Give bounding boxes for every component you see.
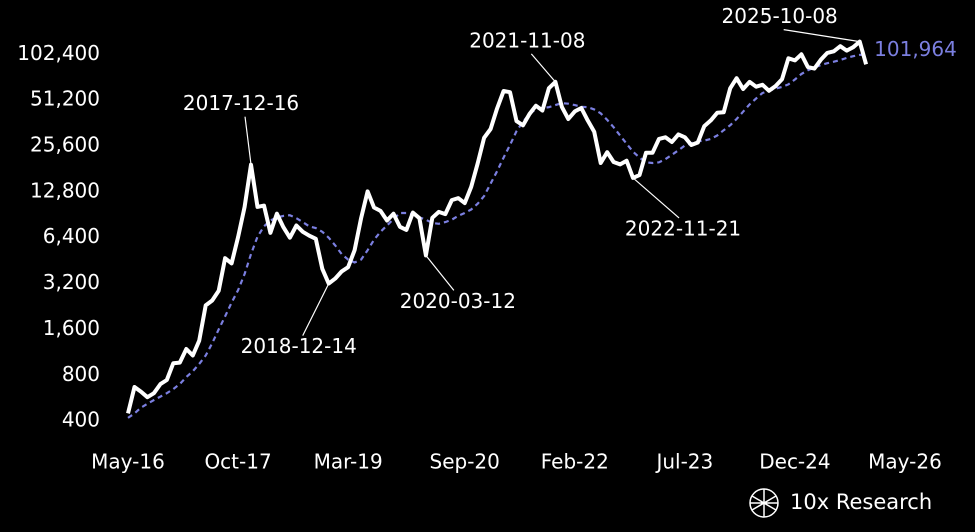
- value-label: 101,964: [874, 37, 957, 61]
- annotation-leader: [425, 255, 455, 291]
- annotation: 2018-12-14: [241, 334, 357, 358]
- x-tick-label: Sep-20: [430, 450, 500, 474]
- x-tick-label: Feb-22: [541, 450, 609, 474]
- annotation: 2022-11-21: [625, 216, 741, 240]
- y-tick-label: 51,200: [30, 87, 100, 111]
- annotation: 2025-10-08: [722, 4, 838, 28]
- annotation-leader: [783, 29, 860, 43]
- annotation: 2021-11-08: [469, 28, 585, 52]
- y-tick-label: 800: [62, 362, 100, 386]
- x-tick-label: Mar-19: [314, 450, 383, 474]
- brand: 10x Research: [790, 490, 932, 514]
- annotation-leader: [632, 177, 680, 219]
- annotation: 2017-12-16: [183, 91, 299, 115]
- y-tick-label: 102,400: [17, 41, 100, 65]
- x-tick-label: Oct-17: [204, 450, 271, 474]
- annotation-leader: [530, 53, 556, 83]
- annotation-leader: [302, 283, 330, 336]
- y-tick-label: 3,200: [43, 270, 100, 294]
- y-tick-label: 400: [62, 408, 100, 432]
- x-tick-label: May-16: [91, 450, 165, 474]
- x-tick-label: Dec-24: [759, 450, 830, 474]
- x-tick-label: Jul-23: [654, 450, 713, 474]
- y-tick-label: 25,600: [30, 133, 100, 157]
- y-tick-label: 12,800: [30, 178, 100, 202]
- y-tick-label: 6,400: [43, 224, 100, 248]
- brand-logo: [749, 488, 779, 518]
- annotation: 2020-03-12: [400, 289, 516, 313]
- x-tick-label: May-26: [868, 450, 942, 474]
- annotation-leader: [244, 116, 252, 165]
- y-tick-label: 1,600: [43, 316, 100, 340]
- moving-average-line: [127, 53, 867, 419]
